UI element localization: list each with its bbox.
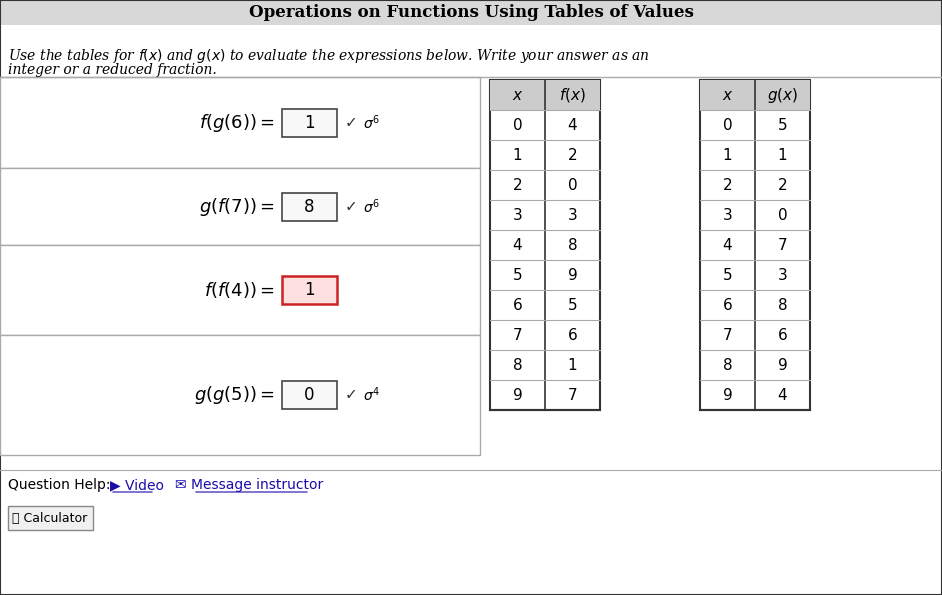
Text: 1: 1 [723, 148, 732, 162]
Text: ✓: ✓ [345, 115, 358, 130]
Text: Operations on Functions Using Tables of Values: Operations on Functions Using Tables of … [249, 4, 693, 21]
Bar [0, 77, 480, 168]
Text: 5: 5 [778, 117, 788, 133]
Text: 0: 0 [304, 386, 315, 404]
Text: 6: 6 [512, 298, 523, 312]
Text: ✓: ✓ [345, 387, 358, 402]
Text: 3: 3 [568, 208, 577, 223]
Text: 5: 5 [568, 298, 577, 312]
FancyBboxPatch shape [0, 0, 942, 25]
Bar [0, 335, 480, 455]
Bar [282, 193, 337, 221]
Text: 8: 8 [568, 237, 577, 252]
Text: 8: 8 [304, 198, 315, 215]
Text: 1: 1 [304, 114, 315, 131]
Text: 9: 9 [568, 268, 577, 283]
Text: 7: 7 [778, 237, 788, 252]
Text: 1: 1 [304, 281, 315, 299]
Bar [0, 168, 480, 245]
Text: 6: 6 [778, 327, 788, 343]
Text: 6: 6 [723, 298, 732, 312]
Text: $\sigma^6$: $\sigma^6$ [363, 197, 380, 216]
Text: 2: 2 [568, 148, 577, 162]
Text: 4: 4 [568, 117, 577, 133]
Bar [8, 506, 93, 530]
Text: 6: 6 [568, 327, 577, 343]
Text: 4: 4 [723, 237, 732, 252]
Text: $x$: $x$ [722, 87, 733, 102]
Text: ✉ Message instructor: ✉ Message instructor [175, 478, 323, 492]
Text: 8: 8 [778, 298, 788, 312]
Bar [700, 80, 810, 410]
Text: $g(g(5)) =$: $g(g(5)) =$ [194, 384, 275, 406]
Text: 🖩 Calculator: 🖩 Calculator [12, 512, 88, 525]
Text: 1: 1 [568, 358, 577, 372]
Text: 0: 0 [778, 208, 788, 223]
Text: 3: 3 [723, 208, 732, 223]
Text: 2: 2 [778, 177, 788, 193]
Text: 2: 2 [723, 177, 732, 193]
Text: 0: 0 [723, 117, 732, 133]
Text: 1: 1 [512, 148, 522, 162]
Text: $\sigma^6$: $\sigma^6$ [363, 113, 380, 132]
Text: $f(x)$: $f(x)$ [559, 86, 586, 104]
Text: $g(f(7)) =$: $g(f(7)) =$ [199, 196, 275, 218]
Bar [490, 80, 600, 410]
Text: 0: 0 [568, 177, 577, 193]
Bar [490, 80, 600, 110]
Text: 4: 4 [512, 237, 522, 252]
Text: 7: 7 [568, 387, 577, 402]
Text: 0: 0 [512, 117, 522, 133]
Text: ✓: ✓ [345, 199, 358, 214]
Text: integer or a reduced fraction.: integer or a reduced fraction. [8, 63, 217, 77]
Text: $f(f(4)) =$: $f(f(4)) =$ [204, 280, 275, 300]
Text: 5: 5 [512, 268, 522, 283]
Text: 9: 9 [778, 358, 788, 372]
Text: $f(g(6)) =$: $f(g(6)) =$ [199, 111, 275, 133]
Text: 7: 7 [723, 327, 732, 343]
Text: $x$: $x$ [512, 87, 523, 102]
Text: 9: 9 [723, 387, 732, 402]
Text: $g(x)$: $g(x)$ [767, 86, 798, 105]
Text: 8: 8 [723, 358, 732, 372]
Text: $\sigma^4$: $\sigma^4$ [363, 386, 380, 404]
Text: 3: 3 [778, 268, 788, 283]
Text: 7: 7 [512, 327, 522, 343]
Text: 8: 8 [512, 358, 522, 372]
Text: 4: 4 [778, 387, 788, 402]
Bar [282, 276, 337, 304]
Text: 1: 1 [778, 148, 788, 162]
Text: 9: 9 [512, 387, 523, 402]
Bar [0, 245, 480, 335]
Text: Question Help:: Question Help: [8, 478, 110, 492]
Text: 5: 5 [723, 268, 732, 283]
Bar [282, 381, 337, 409]
Text: ▶ Video: ▶ Video [110, 478, 164, 492]
Text: 2: 2 [512, 177, 522, 193]
Text: 3: 3 [512, 208, 523, 223]
Bar [700, 80, 810, 110]
Text: Use the tables for $f(x)$ and $g(x)$ to evaluate the expressions below. Write yo: Use the tables for $f(x)$ and $g(x)$ to … [8, 47, 650, 65]
Bar [282, 108, 337, 136]
